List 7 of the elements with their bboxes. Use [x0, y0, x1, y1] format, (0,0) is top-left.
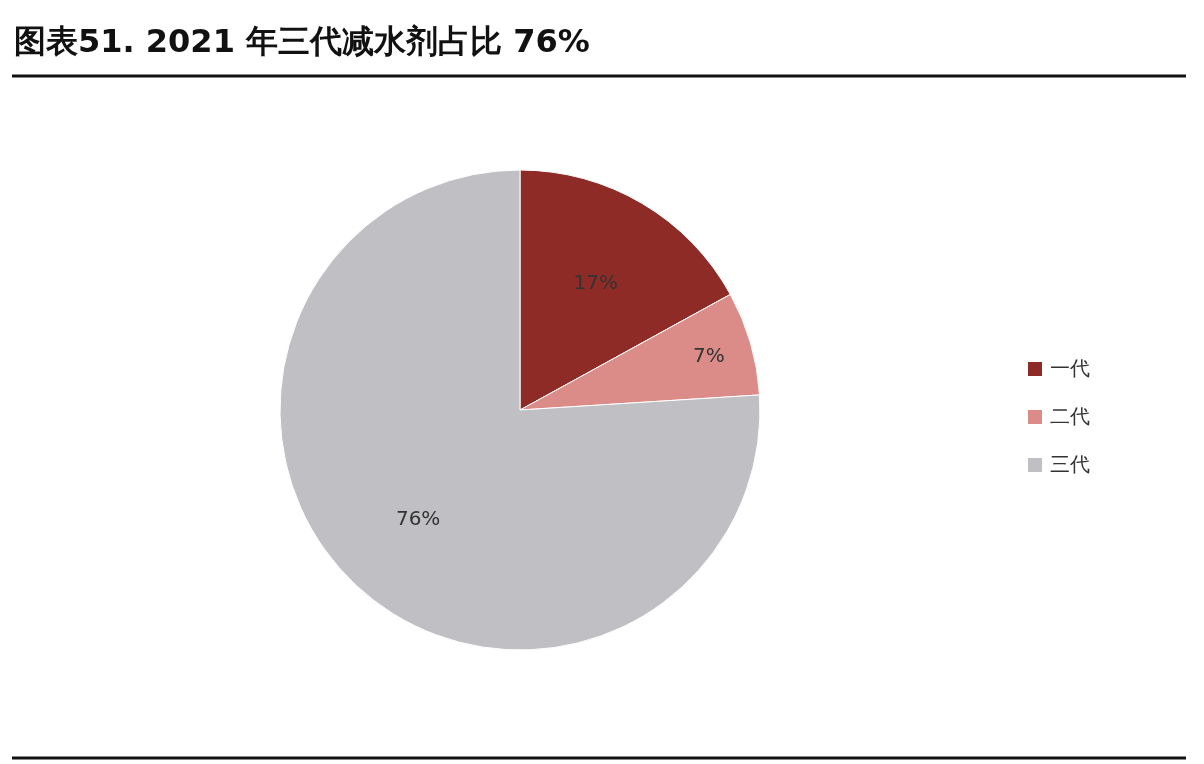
data-label: 7% [693, 343, 725, 368]
data-label: 76% [395, 506, 441, 531]
legend-label: 三代 [1050, 452, 1090, 476]
chart-title: 图表51. 2021 年三代减水剂占比 76% [14, 22, 590, 60]
legend-label: 二代 [1050, 404, 1090, 428]
legend-label: 一代 [1050, 356, 1090, 380]
data-label: 17% [573, 269, 618, 294]
